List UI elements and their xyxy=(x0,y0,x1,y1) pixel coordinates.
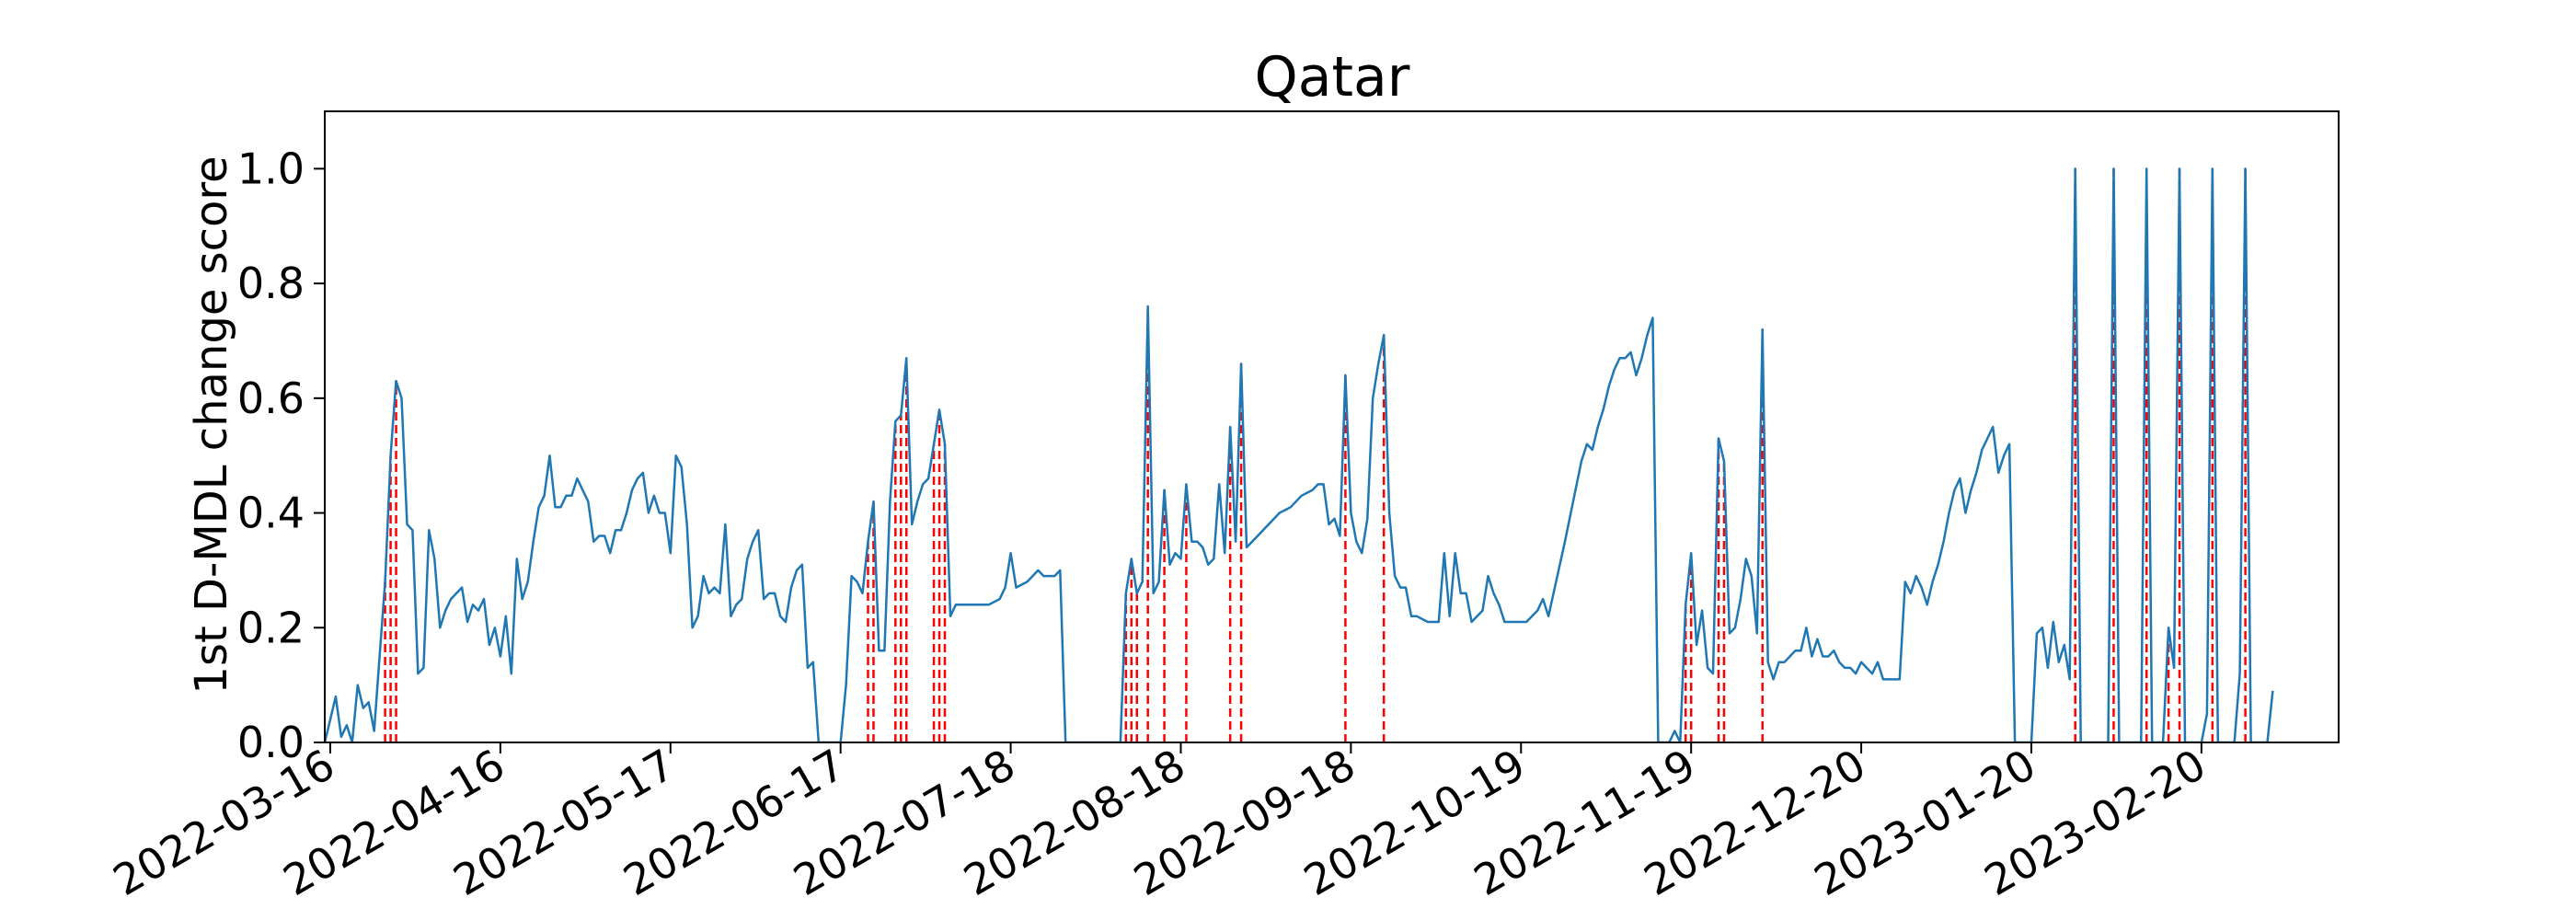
y-tick-label: 0.2 xyxy=(237,603,305,652)
y-tick-label: 0.6 xyxy=(237,374,305,423)
series-line xyxy=(325,167,2274,742)
y-tick-label: 0.0 xyxy=(237,718,305,767)
y-tick-label: 1.0 xyxy=(237,144,305,193)
y-tick-label: 0.4 xyxy=(237,489,305,538)
y-axis: 0.0 0.2 0.4 0.6 0.8 1.0 xyxy=(237,144,325,767)
plot-frame xyxy=(324,110,2340,743)
x-axis: 2022-03-162022-04-162022-05-172022-06-17… xyxy=(105,740,2214,905)
alarm-lines xyxy=(384,168,2247,742)
plot-area xyxy=(325,167,2274,742)
chart-title: Qatar xyxy=(1255,45,1410,109)
y-axis-label: 1st D-MDL change score xyxy=(186,155,237,694)
y-tick-label: 0.8 xyxy=(237,259,305,308)
